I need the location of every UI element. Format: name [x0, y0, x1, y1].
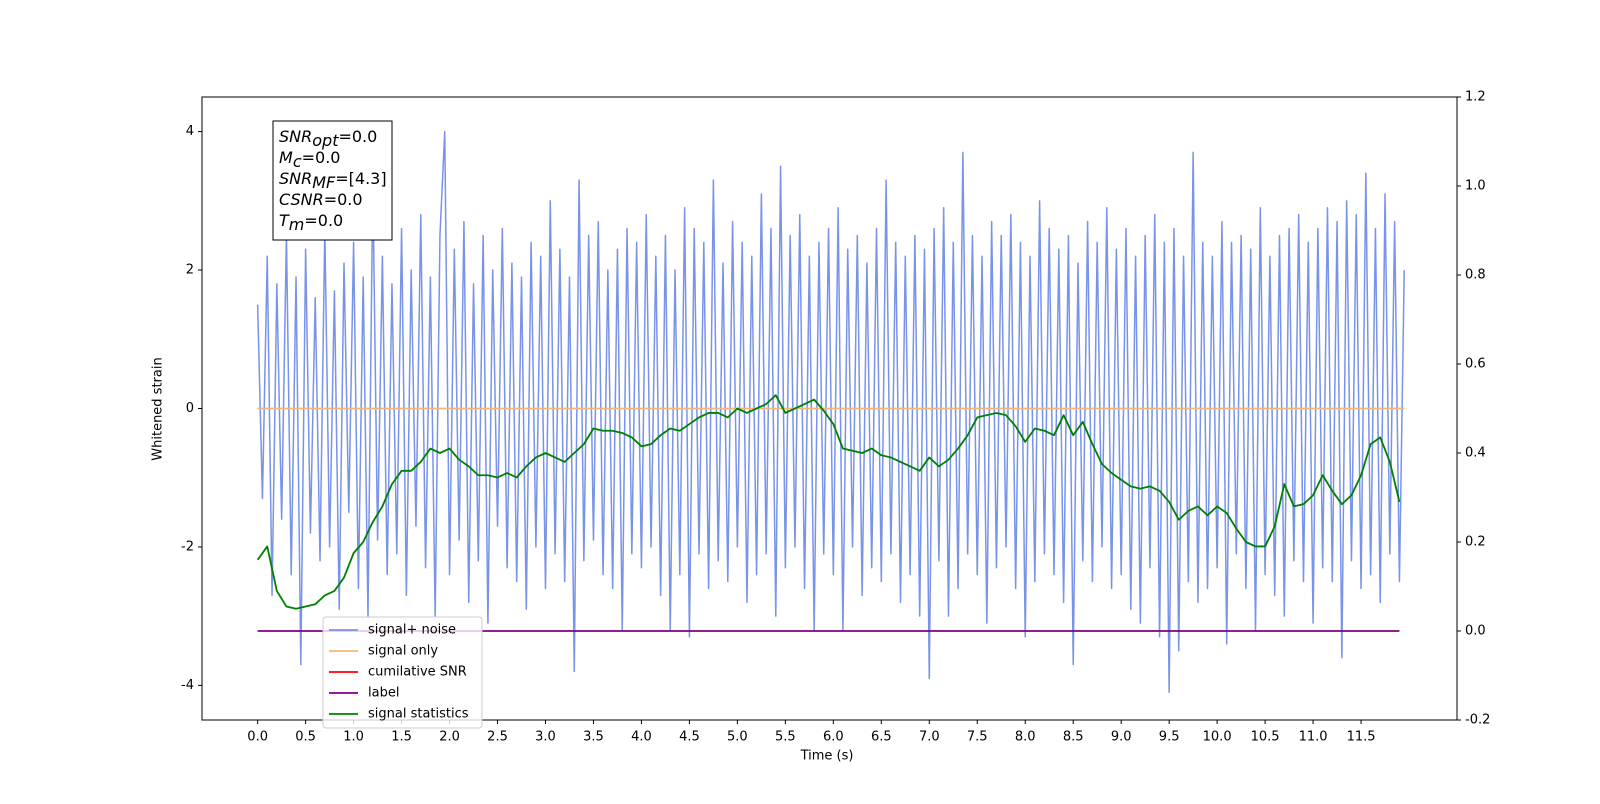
annotation-frame [272, 120, 393, 241]
x-tick-label: 4.0 [631, 730, 652, 745]
x-tick-label: 10.0 [1203, 730, 1232, 745]
legend-label: signal+ noise [368, 623, 456, 638]
x-tick-label: 1.5 [391, 730, 412, 745]
legend-label: label [368, 686, 399, 701]
y2-tick-label: 1.0 [1465, 179, 1486, 194]
x-tick-label: 11.0 [1299, 730, 1328, 745]
x-tick-label: 0.5 [295, 730, 316, 745]
y-tick-label: 0 [186, 401, 194, 416]
x-tick-label: 3.5 [583, 730, 604, 745]
legend-frame [322, 616, 483, 729]
x-tick-label: 2.0 [439, 730, 460, 745]
legend-label: signal only [368, 644, 438, 659]
annotation-sub: c [293, 152, 302, 171]
annotation-line: Tm=0.0 [279, 211, 343, 234]
annotation-name: SNR [279, 169, 312, 188]
annotation-line: SNRMF=[4.3] [279, 169, 387, 192]
annotation-value: =0.0 [338, 127, 377, 146]
annotation-sub: opt [312, 131, 339, 150]
y2-tick-label: 0.4 [1465, 446, 1486, 461]
x-tick-label: 4.5 [679, 730, 700, 745]
annotation-line: Mc=0.0 [279, 148, 340, 171]
y2-tick-label: 0.2 [1465, 535, 1486, 550]
annotation-name: CSNR [279, 190, 324, 209]
x-tick-label: 0.0 [247, 730, 268, 745]
y2-tick-label: 0.6 [1465, 357, 1486, 372]
y2-tick-label: 0.0 [1465, 624, 1486, 639]
y2-tick-label: 1.2 [1465, 90, 1486, 105]
x-tick-label: 10.5 [1251, 730, 1280, 745]
y-tick-label: 4 [186, 124, 194, 139]
x-tick-label: 9.0 [1111, 730, 1132, 745]
x-tick-label: 11.5 [1347, 730, 1376, 745]
y-tick-label: 2 [186, 263, 194, 278]
x-tick-label: 8.0 [1015, 730, 1036, 745]
series-line [256, 130, 1405, 694]
annotation-sub: m [289, 215, 305, 234]
x-tick-label: 6.5 [871, 730, 892, 745]
legend-label: signal statistics [368, 707, 469, 722]
annotation-name: SNR [279, 127, 312, 146]
y-tick-label: -2 [181, 539, 194, 554]
y-axis-label: Whitened strain [151, 357, 166, 460]
x-tick-label: 7.0 [919, 730, 940, 745]
y2-tick-label: 0.8 [1465, 268, 1486, 283]
x-tick-label: 5.5 [775, 730, 796, 745]
series-line [256, 394, 1401, 610]
annotation-name: T [279, 211, 290, 230]
y2-tick-label: -0.2 [1465, 713, 1490, 728]
x-tick-label: 6.0 [823, 730, 844, 745]
legend: signal+ noise signal only cumilative SNR la… [322, 616, 483, 729]
annotation-value: =0.0 [324, 190, 363, 209]
legend-label: cumilative SNR [368, 665, 467, 680]
annotation-value: =0.0 [302, 148, 341, 167]
annotation-sub: MF [312, 173, 336, 192]
annotation-box: SNRopt=0.0Mc=0.0SNRMF=[4.3]CSNR=0.0Tm=0.… [272, 120, 393, 241]
x-tick-label: 3.0 [535, 730, 556, 745]
y-tick-label: -4 [181, 678, 194, 693]
annotation-name: M [279, 148, 293, 167]
x-tick-label: 1.0 [343, 730, 364, 745]
annotation-line: CSNR=0.0 [279, 190, 363, 209]
annotation-value: =0.0 [304, 211, 343, 230]
x-tick-label: 7.5 [967, 730, 988, 745]
x-tick-label: 5.0 [727, 730, 748, 745]
x-tick-label: 8.5 [1063, 730, 1084, 745]
x-tick-label: 9.5 [1159, 730, 1180, 745]
annotation-line: SNRopt=0.0 [279, 127, 377, 150]
x-axis-label: Time (s) [800, 749, 854, 764]
x-tick-label: 2.5 [487, 730, 508, 745]
annotation-value: =[4.3] [335, 169, 386, 188]
